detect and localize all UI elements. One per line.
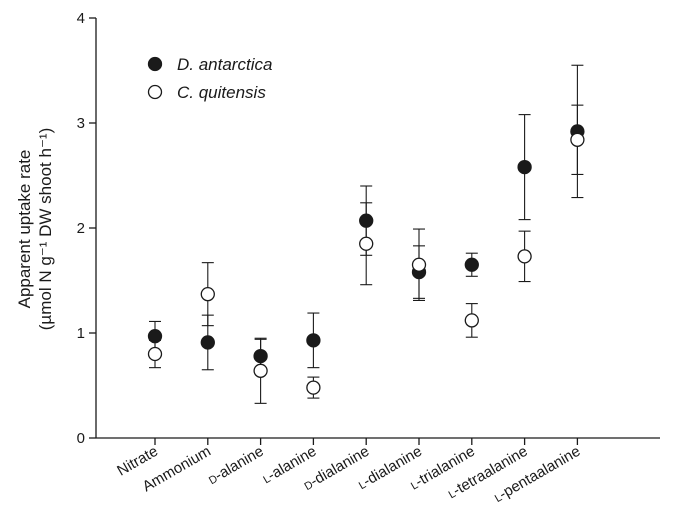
data-point-filled — [253, 348, 268, 364]
legend-label: D. antarctica — [177, 55, 272, 74]
data-point-filled — [517, 159, 532, 175]
data-point-open — [253, 363, 268, 378]
data-point-filled — [200, 335, 215, 350]
data-point-open — [359, 236, 374, 251]
y-tick-label: 0 — [77, 430, 85, 447]
x-tick-label-prefix: L — [357, 479, 368, 492]
x-axis: NitrateAmmoniumD-alanineL-alanineD-diala… — [114, 438, 583, 505]
y-tick-label: 1 — [77, 325, 85, 342]
y-axis: 0 1 2 3 4 — [77, 10, 96, 447]
x-tick-label: D-alanine — [205, 443, 267, 488]
plot-frame — [95, 18, 660, 439]
x-tick-label-prefix: L — [493, 492, 504, 505]
data-point-open — [570, 132, 585, 147]
legend-marker — [147, 84, 163, 100]
data-point-open — [411, 257, 427, 272]
y-axis-title: Apparent uptake rate (µmol N g⁻¹ DW shoo… — [15, 128, 55, 331]
data-marks — [147, 64, 585, 404]
data-point-filled — [359, 213, 374, 228]
data-point-filled — [464, 257, 479, 272]
data-point-open — [147, 346, 163, 362]
x-tick-label-prefix: L — [261, 473, 272, 486]
data-point-open — [306, 380, 321, 395]
x-tick-label-prefix: L — [447, 488, 458, 501]
y-axis-title-line2: (µmol N g⁻¹ DW shoot h⁻¹) — [36, 128, 55, 331]
data-point-open — [517, 249, 532, 264]
y-tick-label: 2 — [77, 220, 85, 237]
x-tick-label-name: -alanine — [212, 443, 267, 484]
data-point-filled — [147, 328, 163, 344]
legend-marker — [147, 56, 163, 72]
data-point-open — [464, 313, 479, 328]
data-point-open — [200, 286, 215, 302]
y-tick-label: 4 — [77, 10, 85, 27]
y-tick-label: 3 — [77, 115, 85, 132]
y-axis-title-line1: Apparent uptake rate — [15, 150, 34, 309]
x-tick-label-prefix: L — [409, 479, 420, 492]
legend: D. antarctica C. quitensis — [147, 55, 272, 102]
data-point-filled — [306, 333, 321, 348]
legend-label: C. quitensis — [177, 83, 266, 102]
